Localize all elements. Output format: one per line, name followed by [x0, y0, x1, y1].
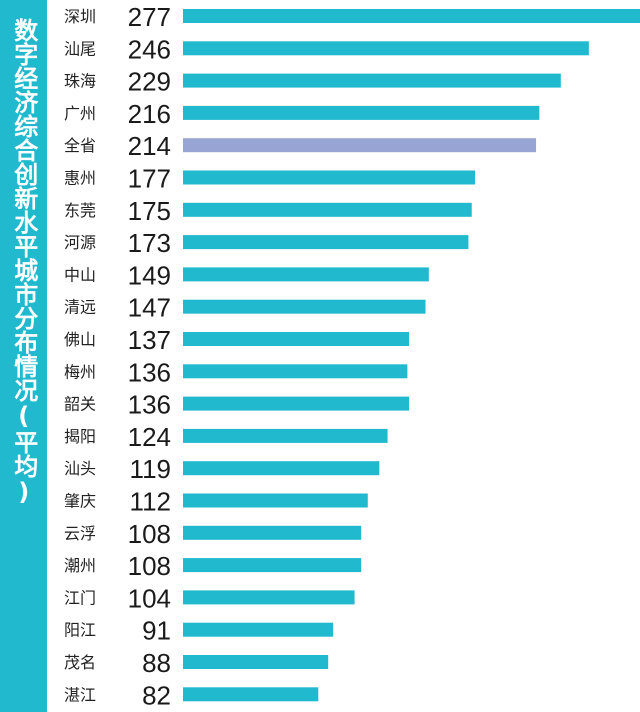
value-label: 91 [142, 616, 171, 646]
value-label: 124 [128, 422, 171, 452]
title-strip: 数字经济综合创新水平城市分布情况(平均) [0, 0, 47, 712]
city-label: 广州 [64, 104, 96, 123]
city-label: 深圳 [64, 7, 96, 26]
bar [183, 396, 410, 411]
bar [183, 428, 388, 443]
bar [183, 299, 426, 314]
value-label: 108 [128, 519, 171, 549]
bar [183, 332, 410, 346]
bar [183, 105, 540, 120]
bar [183, 73, 561, 88]
city-label: 肇庆 [64, 492, 96, 511]
value-label: 173 [128, 228, 171, 258]
value-label: 149 [128, 260, 171, 290]
city-label: 湛江 [64, 685, 96, 704]
city-label: 河源 [64, 233, 96, 252]
value-label: 175 [128, 196, 171, 226]
value-label: 112 [130, 487, 171, 517]
value-label: 177 [128, 164, 171, 194]
city-label: 阳江 [64, 621, 96, 640]
bar [183, 202, 472, 217]
value-label: 277 [128, 2, 171, 32]
city-label: 潮州 [64, 556, 96, 575]
bar [183, 41, 589, 56]
city-label: 梅州 [64, 362, 96, 381]
bar [183, 687, 319, 702]
value-label: 246 [128, 34, 171, 64]
city-label: 全省 [64, 136, 96, 155]
city-label: 韶关 [64, 395, 96, 414]
value-label: 136 [128, 357, 171, 387]
bar [183, 170, 476, 185]
value-label: 119 [130, 454, 171, 484]
city-label: 汕头 [64, 459, 96, 478]
bar [183, 655, 329, 669]
value-label: 229 [128, 67, 171, 97]
value-label: 216 [128, 99, 171, 129]
city-label: 珠海 [64, 72, 96, 91]
value-label: 147 [128, 293, 171, 323]
city-label: 中山 [64, 265, 96, 284]
city-label: 茂名 [64, 653, 96, 672]
bar-province-average [183, 138, 537, 153]
bar [183, 558, 362, 573]
city-label: 云浮 [64, 524, 96, 543]
city-label: 汕尾 [64, 39, 96, 58]
value-label: 137 [128, 325, 171, 355]
bar [183, 590, 355, 605]
bar [183, 9, 640, 23]
value-label: 108 [128, 551, 171, 581]
bar [183, 267, 429, 282]
city-label: 东莞 [64, 201, 96, 220]
bar [183, 525, 362, 540]
city-label: 揭阳 [64, 427, 96, 446]
bar [183, 493, 368, 508]
value-label: 136 [128, 390, 171, 420]
bar [183, 364, 408, 379]
bar [183, 622, 334, 637]
value-label: 104 [128, 583, 171, 613]
value-label: 82 [142, 680, 171, 710]
bar [183, 235, 469, 250]
value-label: 214 [128, 131, 171, 161]
bar [183, 461, 380, 476]
city-label: 清远 [64, 298, 96, 317]
chart-title: 数字经济综合创新水平城市分布情况(平均) [9, 18, 38, 506]
city-label: 佛山 [64, 330, 96, 349]
value-label: 88 [142, 648, 171, 678]
city-label: 江门 [64, 588, 96, 607]
city-label: 惠州 [64, 169, 96, 188]
